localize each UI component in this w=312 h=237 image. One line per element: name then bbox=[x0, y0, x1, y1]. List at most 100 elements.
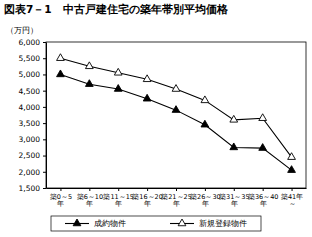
x-tick-mark bbox=[147, 188, 148, 191]
x-tick-mark bbox=[60, 188, 61, 191]
y-tick-mark bbox=[43, 58, 46, 59]
y-tick: 3,500 bbox=[19, 119, 46, 128]
x-tick-label-line: 年 bbox=[144, 200, 151, 208]
x-tick-label: 築6～10年 bbox=[77, 193, 103, 208]
y-tick: 4,500 bbox=[19, 87, 46, 96]
x-tick: 築26～30年 bbox=[190, 188, 221, 208]
x-tick-label-line: 年 bbox=[57, 200, 64, 208]
x-tick: 築21～25年 bbox=[161, 188, 192, 208]
y-tick: 5,000 bbox=[19, 70, 46, 79]
legend-label: 成約物件 bbox=[94, 219, 126, 228]
legend-item: 新規登録物件 bbox=[170, 219, 247, 228]
series-marker bbox=[288, 166, 296, 173]
y-tick-label: 4,500 bbox=[19, 87, 41, 96]
x-tick-mark bbox=[292, 188, 293, 191]
series-marker bbox=[114, 85, 122, 92]
x-tick-label: 築21～25年 bbox=[161, 193, 192, 208]
x-tick: 築36～40年 bbox=[248, 188, 279, 208]
series-marker bbox=[172, 106, 180, 113]
y-tick-label: 2,000 bbox=[19, 168, 41, 177]
x-tick-label: 築0～5年 bbox=[50, 193, 72, 208]
y-tick-mark bbox=[43, 139, 46, 140]
x-tick-mark bbox=[263, 188, 264, 191]
series-marker bbox=[259, 114, 267, 121]
y-tick-label: 6,000 bbox=[19, 38, 41, 47]
series-marker bbox=[172, 85, 180, 92]
y-tick-mark bbox=[43, 74, 46, 75]
y-axis-line bbox=[46, 43, 47, 189]
series-marker bbox=[143, 75, 151, 82]
series-marker bbox=[259, 144, 267, 151]
series-line bbox=[60, 58, 291, 157]
y-tick-mark bbox=[43, 107, 46, 108]
series-marker bbox=[143, 94, 151, 101]
legend-marker bbox=[73, 219, 81, 226]
y-tick: 4,000 bbox=[19, 103, 46, 112]
y-tick-label: 5,500 bbox=[19, 54, 41, 63]
x-tick-label: 築16～20年 bbox=[132, 193, 163, 208]
y-tick-mark bbox=[43, 156, 46, 157]
y-tick: 3,000 bbox=[19, 135, 46, 144]
series-marker bbox=[57, 70, 65, 77]
legend: 成約物件 新規登録物件 bbox=[51, 216, 261, 231]
y-tick: 2,000 bbox=[19, 168, 46, 177]
y-tick-mark bbox=[43, 91, 46, 92]
series-marker bbox=[85, 80, 93, 87]
x-tick-mark bbox=[118, 188, 119, 191]
y-tick: 6,000 bbox=[19, 38, 46, 47]
series-marker bbox=[288, 153, 296, 160]
x-tick: 築6～10年 bbox=[77, 188, 103, 208]
y-tick: 2,500 bbox=[19, 151, 46, 160]
title: 図表7－1 中古戸建住宅の築年帯別平均価格 bbox=[4, 3, 229, 15]
x-tick-label: 築11～15年 bbox=[103, 193, 134, 208]
y-axis-title: （万円） bbox=[6, 26, 38, 35]
legend-label: 新規登録物件 bbox=[199, 219, 247, 228]
x-tick: 築31～35年 bbox=[219, 188, 250, 208]
y-tick-mark bbox=[43, 123, 46, 124]
y-tick-label: 1,500 bbox=[19, 184, 41, 193]
series-marker bbox=[230, 115, 238, 122]
x-tick: 築41年～ bbox=[281, 188, 303, 208]
x-tick-label-line: ～ bbox=[289, 200, 296, 208]
x-tick-mark bbox=[89, 188, 90, 191]
legend-item: 成約物件 bbox=[65, 219, 126, 228]
x-tick-label: 築26～30年 bbox=[190, 193, 221, 208]
series-marker bbox=[85, 62, 93, 69]
plot-frame bbox=[46, 42, 306, 188]
y-tick: 1,500 bbox=[19, 184, 46, 193]
x-tick-label: 築31～35年 bbox=[219, 193, 250, 208]
x-tick-mark bbox=[205, 188, 206, 191]
y-axis: 1,500 2,000 2,500 3,000 3,500 4,000 4,500 5,000… bbox=[19, 38, 47, 193]
x-tick: 築0～5年 bbox=[50, 188, 72, 208]
x-tick-label-line: 年 bbox=[173, 200, 180, 208]
x-tick-label-line: 年 bbox=[260, 200, 267, 208]
y-tick-label: 5,000 bbox=[19, 70, 41, 79]
series-marker bbox=[201, 120, 209, 127]
series-group bbox=[57, 54, 296, 173]
x-axis: 築0～5年築6～10年築11～15年築16～20年築21～25年築26～30年築… bbox=[47, 188, 307, 208]
y-tick-mark bbox=[43, 42, 46, 43]
series-marker bbox=[57, 54, 65, 61]
series-marker bbox=[201, 96, 209, 103]
legend-marker bbox=[178, 219, 186, 226]
chart: 図表7－1 中古戸建住宅の築年帯別平均価格 （万円） 1,500 2,000 2,500… bbox=[0, 0, 312, 237]
y-tick-label: 3,000 bbox=[19, 135, 41, 144]
y-tick-mark bbox=[43, 172, 46, 173]
x-tick-label: 築36～40年 bbox=[248, 193, 279, 208]
y-tick: 5,500 bbox=[19, 54, 46, 63]
x-tick: 築16～20年 bbox=[132, 188, 163, 208]
y-tick-label: 3,500 bbox=[19, 119, 41, 128]
x-tick-mark bbox=[234, 188, 235, 191]
x-tick-mark bbox=[176, 188, 177, 191]
y-tick-mark bbox=[43, 188, 46, 189]
series-line bbox=[60, 74, 291, 170]
series-marker bbox=[114, 68, 122, 75]
x-tick-label: 築41年～ bbox=[281, 193, 303, 208]
x-tick-label-line: 年 bbox=[115, 200, 122, 208]
legend-box bbox=[51, 216, 261, 231]
x-tick: 築11～15年 bbox=[103, 188, 134, 208]
y-tick-label: 4,000 bbox=[19, 103, 41, 112]
y-tick-label: 2,500 bbox=[19, 151, 41, 160]
x-tick-label-line: 年 bbox=[202, 200, 209, 208]
x-tick-label-line: 年 bbox=[231, 200, 238, 208]
